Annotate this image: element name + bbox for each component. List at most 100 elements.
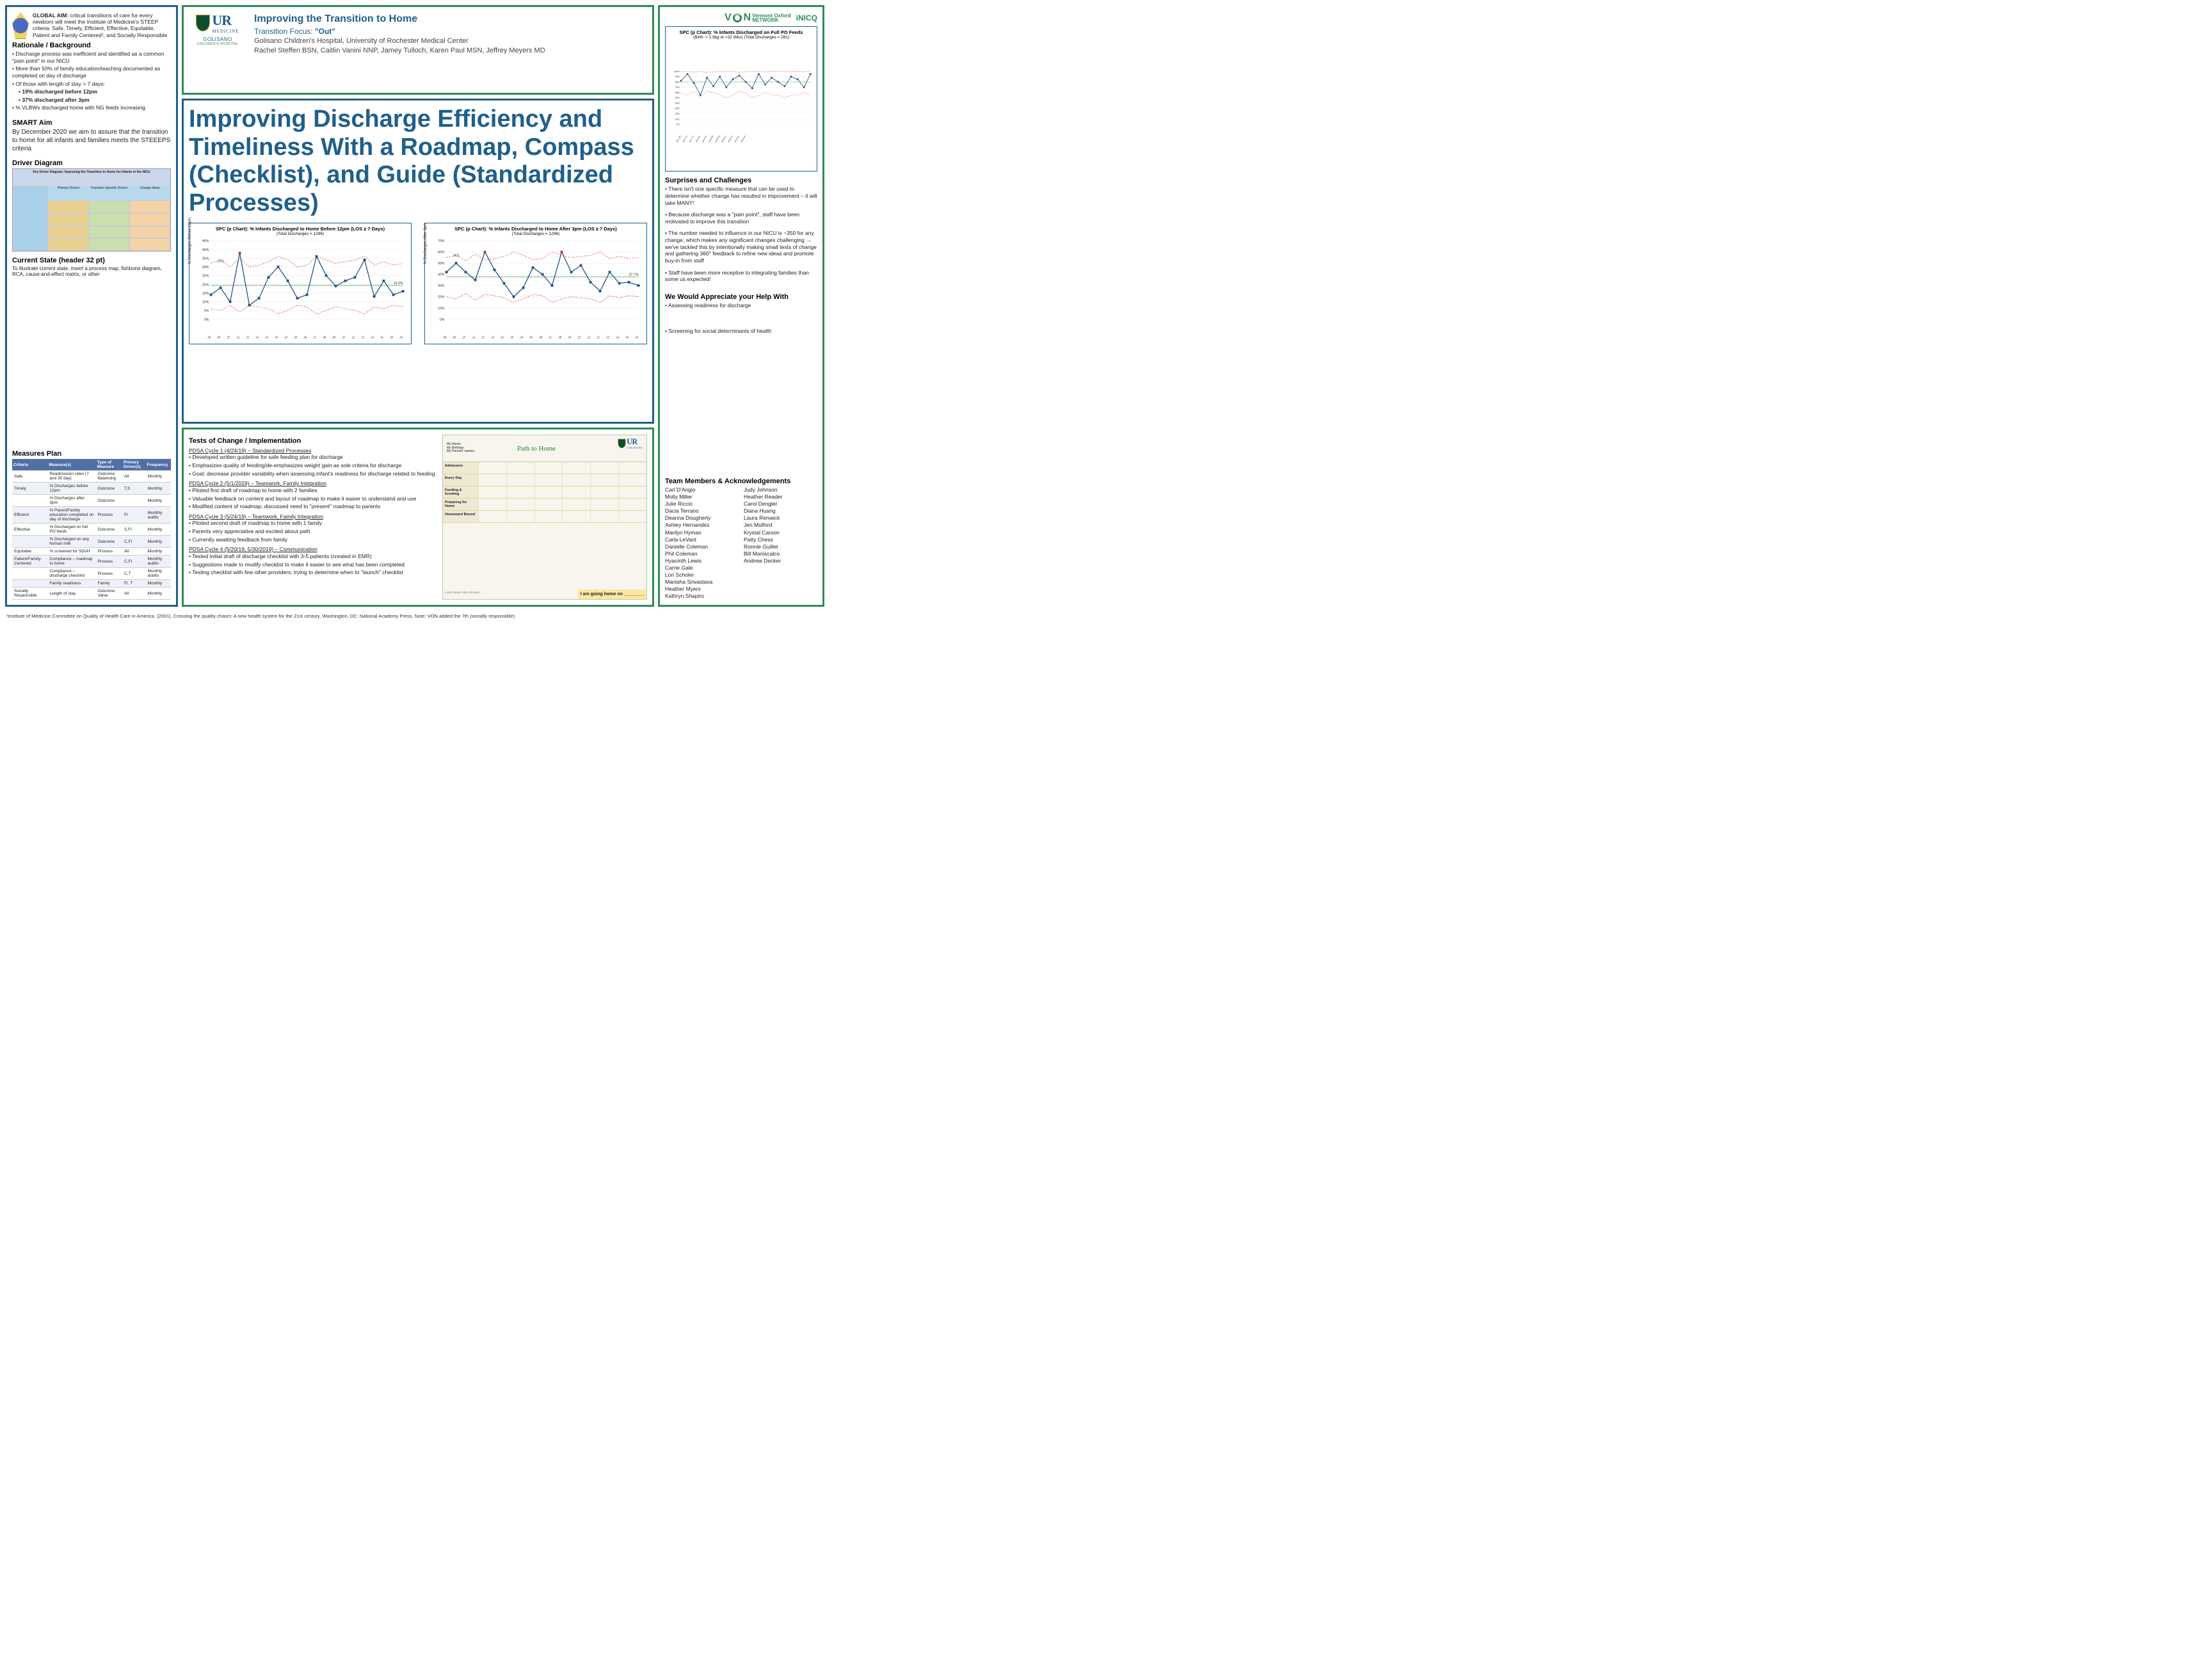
svg-text:80%: 80% — [675, 81, 680, 83]
svg-text:2019-04: 2019-04 — [741, 135, 746, 143]
svg-text:25%: 25% — [202, 274, 209, 278]
svg-text:90%: 90% — [675, 76, 680, 78]
svg-text:2018-09: 2018-09 — [563, 335, 572, 339]
svg-text:2018-10: 2018-10 — [573, 335, 582, 339]
svg-text:2017-09: 2017-09 — [448, 335, 457, 339]
svg-text:2019-02: 2019-02 — [734, 135, 740, 143]
svg-text:2018-07: 2018-07 — [309, 335, 317, 339]
tests-head: Tests of Change / Implementation — [189, 437, 436, 446]
svg-text:2017-10: 2017-10 — [222, 335, 231, 339]
svg-text:40%: 40% — [438, 273, 445, 276]
spc-chart-po-feeds: SPC (p Chart): % Infants Discharged on F… — [665, 26, 817, 172]
svg-text:2018-11: 2018-11 — [348, 335, 357, 339]
svg-text:2019-04: 2019-04 — [630, 335, 639, 339]
svg-text:2019-02: 2019-02 — [376, 335, 385, 339]
svg-text:10%: 10% — [675, 118, 680, 120]
svg-text:40%: 40% — [202, 248, 209, 252]
globe-icon — [733, 13, 742, 22]
svg-text:20%: 20% — [202, 283, 209, 287]
svg-text:2018-10: 2018-10 — [721, 135, 726, 143]
poster-title: Improving Discharge Efficiency and Timel… — [189, 106, 647, 218]
svg-text:2017-12: 2017-12 — [477, 335, 486, 339]
svg-text:50%: 50% — [675, 97, 680, 99]
svg-text:2018-07: 2018-07 — [544, 335, 553, 339]
svg-text:50%: 50% — [438, 262, 445, 266]
svg-text:70%: 70% — [438, 239, 445, 243]
header-affil: Golisano Children's Hospital, University… — [254, 36, 545, 46]
header-focus: Transition Focus: "Out" — [254, 26, 545, 36]
shield-icon — [618, 438, 626, 447]
smart-head: SMART Aim — [12, 119, 171, 127]
svg-text:2018-01: 2018-01 — [486, 335, 495, 339]
driver-diagram: Key Driver Diagram: Improving the Transi… — [12, 168, 171, 252]
driver-head: Driver Diagram — [12, 159, 171, 167]
svg-text:2017-08: 2017-08 — [203, 335, 212, 339]
svg-text:2018-12: 2018-12 — [727, 135, 733, 143]
main-panel: Improving Discharge Efficiency and Timel… — [182, 99, 654, 424]
svg-text:2017-10: 2017-10 — [682, 135, 688, 143]
measures-head: Measures Plan — [12, 450, 171, 458]
svg-text:30%: 30% — [438, 284, 445, 288]
svg-text:30%: 30% — [675, 108, 680, 110]
header-authors: Rachel Steffen BSN, Caitlin Vanini NNP, … — [254, 46, 545, 56]
svg-text:30%: 30% — [202, 266, 209, 269]
svg-text:35%: 35% — [202, 257, 209, 260]
ur-medicine-logo: URMEDICINE — [196, 12, 239, 34]
svg-text:2017-09: 2017-09 — [212, 335, 221, 339]
svg-text:2019-03: 2019-03 — [385, 335, 394, 339]
spc-chart-before-12pm: SPC (p Chart): % Infants Discharged to H… — [189, 223, 412, 344]
svg-text:2018-06: 2018-06 — [534, 335, 543, 339]
svg-text:20%: 20% — [438, 295, 445, 299]
svg-text:2018-05: 2018-05 — [525, 335, 534, 339]
svg-text:37.7%: 37.7% — [629, 273, 639, 276]
help-head: We Would Appreciate your Help With — [665, 293, 817, 301]
steeeps-icon — [12, 12, 29, 39]
measures-table: CriteriaMeasure(s)Type of MeasurePrimary… — [12, 459, 171, 600]
svg-text:2018-12: 2018-12 — [357, 335, 365, 339]
svg-text:2018-08: 2018-08 — [318, 335, 327, 339]
svg-text:2019-03: 2019-03 — [621, 335, 630, 339]
footnote: ¹Institute of Medicine Committee on Qual… — [0, 612, 830, 620]
svg-text:2019-04: 2019-04 — [395, 335, 404, 339]
svg-text:0%: 0% — [204, 318, 209, 322]
svg-text:2018-02: 2018-02 — [695, 135, 701, 143]
svg-text:2018-01: 2018-01 — [251, 335, 260, 339]
spc-chart-after-3pm: SPC (p Chart): % Infants Discharged to H… — [424, 223, 647, 344]
svg-text:10%: 10% — [438, 307, 445, 310]
svg-text:45%: 45% — [202, 239, 209, 243]
team-list: Carl D'AngioMolly MillerJulie RiccioDaci… — [665, 486, 817, 600]
path-to-home: My Name: My Birthday: My Parents' names:… — [442, 435, 647, 600]
right-panel: VN Vermont OxfordNETWORK iNICQ SPC (p Ch… — [658, 5, 824, 607]
svg-text:5%: 5% — [204, 309, 209, 313]
smart-aim: By December 2020 we aim to assure that t… — [12, 128, 171, 153]
rationale-head: Rationale / Background — [12, 42, 171, 49]
bottom-panel: Tests of Change / Implementation PDSA Cy… — [182, 428, 654, 607]
svg-text:2018-12: 2018-12 — [592, 335, 601, 339]
svg-text:60%: 60% — [438, 250, 445, 254]
surprises-list: There isn't one specific measure that ca… — [665, 186, 817, 288]
svg-text:2018-09: 2018-09 — [328, 335, 337, 339]
svg-text:2018-10: 2018-10 — [337, 335, 346, 339]
rationale-list: Discharge process was inefficient and id… — [12, 51, 171, 88]
global-aim: GLOBAL AIM: critical transitions of care… — [33, 12, 171, 38]
svg-text:2018-08: 2018-08 — [714, 135, 720, 143]
left-panel: GLOBAL AIM: critical transitions of care… — [5, 5, 178, 607]
svg-text:2018-02: 2018-02 — [496, 335, 505, 339]
svg-text:40%: 40% — [675, 102, 680, 104]
svg-text:0%: 0% — [440, 318, 445, 322]
svg-text:2019-01: 2019-01 — [366, 335, 375, 339]
current-head: Current State (header 32 pt) — [12, 257, 171, 264]
svg-text:2018-08: 2018-08 — [554, 335, 563, 339]
header-panel: URMEDICINE GOLISANOCHILDREN'S HOSPITAL I… — [182, 5, 654, 95]
svg-text:15%: 15% — [202, 292, 209, 296]
svg-text:2018-04: 2018-04 — [701, 135, 707, 143]
svg-text:2017-10: 2017-10 — [458, 335, 467, 339]
svg-text:2017-12: 2017-12 — [241, 335, 250, 339]
svg-text:2019-02: 2019-02 — [611, 335, 620, 339]
svg-text:70%: 70% — [675, 86, 680, 89]
svg-text:2017-12: 2017-12 — [689, 135, 694, 143]
svg-text:2017-08: 2017-08 — [676, 135, 682, 143]
svg-text:2017-08: 2017-08 — [438, 335, 447, 339]
svg-text:2018-06: 2018-06 — [299, 335, 308, 339]
current-text: To illustrate current state, insert a pr… — [12, 266, 171, 277]
